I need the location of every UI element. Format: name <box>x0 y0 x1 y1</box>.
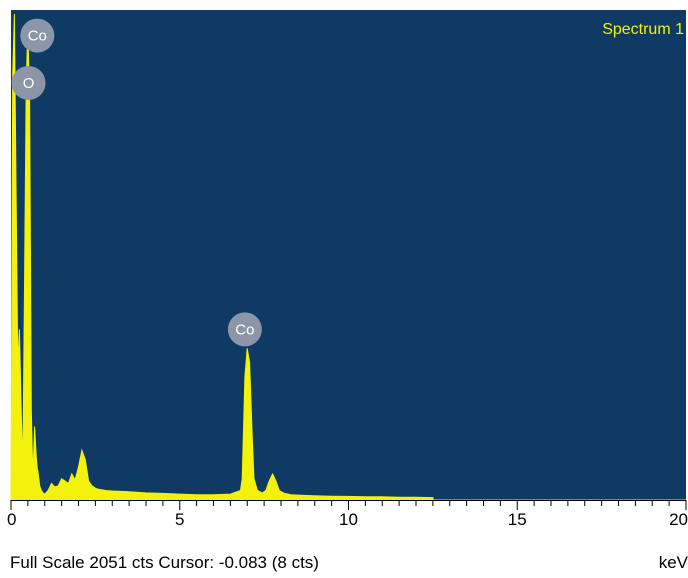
peak-label-text: Co <box>235 321 254 338</box>
peak-label-circle <box>11 65 46 100</box>
peak-label-co[interactable]: Co <box>227 312 262 347</box>
peak-label-co[interactable]: Co <box>20 18 55 53</box>
peak-label-o[interactable]: O <box>11 65 46 100</box>
x-tick-label: 15 <box>508 510 527 529</box>
x-tick-label: 20 <box>669 510 688 529</box>
peak-label-circle <box>227 312 262 347</box>
x-axis-unit-label: keV <box>658 553 688 572</box>
peak-label-text: Co <box>28 28 47 45</box>
spectrum-chart[interactable]: 0 5 10 15 20 Co O Co Spectrum 1 <box>0 0 688 553</box>
x-tick-label: 0 <box>7 510 16 529</box>
x-tick-label: 10 <box>339 510 358 529</box>
status-bar: Full Scale 2051 cts Cursor: -0.083 (8 ct… <box>10 553 319 572</box>
spectrum-trace <box>10 13 686 501</box>
plot-area[interactable] <box>11 10 686 500</box>
peak-label-text: O <box>23 75 35 92</box>
peak-label-circle <box>20 18 55 53</box>
spectrum-title: Spectrum 1 <box>602 21 684 38</box>
x-axis: 0 5 10 15 20 <box>7 500 688 529</box>
x-tick-label: 5 <box>175 510 184 529</box>
spectrum-trace-layer <box>10 13 686 501</box>
peak-labels: Co O Co <box>11 18 262 347</box>
